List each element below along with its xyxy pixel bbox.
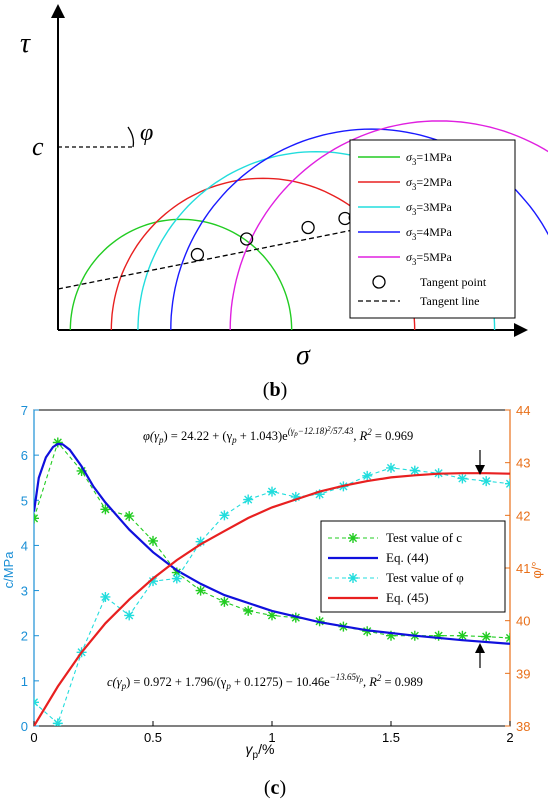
series-3-point [267, 486, 277, 497]
legend-b-label: σ3=5MPa [406, 250, 453, 267]
legend-b-circle-symbol [372, 275, 386, 289]
series-3-point [314, 489, 325, 500]
y-left-tick-label: 3 [21, 584, 28, 599]
panel-c-tag: (c) [264, 777, 286, 799]
panel-b-y-axis-arrow [51, 4, 65, 18]
legend-b-label: σ3=1MPa [406, 150, 453, 167]
panel-b-c-label: c [32, 132, 44, 161]
y-right-tick-label: 40 [516, 614, 530, 629]
series-1-point [219, 596, 230, 607]
legend-c-label: Test value of c [386, 530, 462, 545]
series-1-point [148, 535, 158, 546]
series-3-point [100, 591, 111, 602]
series-1-point [171, 567, 182, 578]
series-3-point [171, 573, 182, 584]
legend-c-label: Eq. (45) [386, 590, 429, 605]
series-line-4 [34, 472, 510, 726]
series-1-point [481, 631, 492, 642]
panel-c-xlabel: γp/% [246, 741, 275, 761]
series-1-point [386, 630, 396, 641]
legend-b-label: σ3=2MPa [406, 175, 453, 192]
y-left-tick-label: 1 [21, 674, 28, 689]
y-right-tick-label: 44 [516, 403, 530, 418]
panel-c-ylabel-left: c/MPa [1, 551, 16, 589]
panel-c-series [34, 437, 510, 726]
legend-c-marker [348, 573, 358, 583]
series-1-point [457, 630, 468, 641]
series-1-point [433, 630, 444, 641]
series-line-2 [34, 442, 510, 645]
panel-b-mohr-circles: τ σ c φ σ3=1MPa σ3=2MPa σ3=3MPa σ3=4MPa σ3=5… [20, 4, 548, 401]
series-3-point [243, 494, 254, 505]
series-3-point [386, 462, 396, 473]
series-3-point [148, 576, 158, 587]
panel-b-tag: (b) [263, 379, 287, 401]
y-right-tick-label: 43 [516, 456, 530, 471]
legend-b-label: σ3=3MPa [406, 200, 453, 217]
x-tick-label: 2 [506, 730, 513, 745]
series-3-point [290, 491, 301, 502]
series-3-point [505, 478, 510, 489]
x-tick-label: 1.5 [382, 730, 400, 745]
panel-c-phi-equation: φ(γp) = 24.22 + (γp + 1.043)e(γp−12.18)2… [143, 425, 413, 445]
panel-c-c-phi-vs-gammap: 0 0.5 1 1.5 2 0 1 2 3 4 5 6 7 38 39 40 41 42 43 44 c/MPa φ/… [1, 403, 544, 799]
legend-b-label: Tangent line [420, 294, 479, 308]
y-right-tick-label: 39 [516, 666, 530, 681]
mohr-circle-5 [229, 120, 548, 330]
y-right-tick-label: 41 [516, 561, 530, 576]
x-tick-label: 0.5 [144, 730, 162, 745]
panel-b-phi-arc [127, 126, 135, 148]
series-3-point [409, 465, 420, 476]
legend-b-label: σ3=4MPa [406, 225, 453, 242]
y-left-tick-label: 6 [21, 448, 28, 463]
series-3-point [124, 610, 135, 621]
series-1-point [195, 585, 206, 596]
legend-c-label: Test value of φ [386, 570, 464, 585]
y-left-tick-label: 2 [21, 629, 28, 644]
mohr-circle-4 [170, 128, 548, 330]
series-1-point [243, 605, 254, 616]
series-3-point [52, 718, 63, 726]
x-tick-label: 0 [30, 730, 37, 745]
legend-c-marker [348, 533, 358, 543]
series-1-point [52, 437, 63, 448]
series-1-point [505, 632, 510, 643]
panel-b-legend: σ3=1MPa σ3=2MPa σ3=3MPa σ3=4MPa σ3=5MPa Tange… [349, 139, 516, 319]
y-left-tick-label: 7 [21, 403, 28, 418]
panel-c-ylabel-right: φ/° [529, 561, 544, 578]
tangent-point [301, 220, 315, 235]
series-3-point [457, 473, 468, 484]
legend-b-label: Tangent point [420, 275, 487, 289]
series-1-point [267, 610, 277, 621]
legend-c-label: Eq. (44) [386, 550, 429, 565]
series-1-point [100, 504, 111, 515]
series-1-point [76, 465, 87, 476]
y-left-tick-label: 0 [21, 719, 28, 734]
series-1-point [34, 513, 39, 524]
y-left-tick-label: 5 [21, 493, 28, 508]
y-right-tick-label: 42 [516, 508, 530, 523]
panel-c-legend: Test value of c Eq. (44) Test value of φ Eq… [320, 520, 506, 613]
series-3-point [219, 510, 230, 521]
panel-c-ticks: 0 0.5 1 1.5 2 0 1 2 3 4 5 6 7 38 39 40 41 42 43 44 [21, 403, 531, 745]
y-left-tick-label: 4 [21, 538, 28, 553]
mohr-circle-1 [69, 218, 293, 330]
series-1-point [124, 511, 135, 522]
tangent-point [239, 232, 254, 246]
x-tick-label: 1 [268, 730, 275, 745]
panel-b-x-axis-arrow [514, 323, 528, 337]
panel-b-sigma-label: σ [296, 340, 311, 371]
panel-b-phi-label: φ [140, 120, 153, 146]
series-3-point [195, 536, 206, 547]
series-3-point [362, 470, 373, 481]
y-right-tick-label: 38 [516, 719, 530, 734]
tangent-point [190, 247, 205, 262]
series-3-point [481, 476, 492, 487]
series-3-point [34, 697, 39, 708]
panel-b-tau-label: τ [20, 28, 31, 59]
panel-c-c-equation: c(γp) = 0.972 + 1.796/(γp + 0.1275) − 10… [107, 672, 423, 691]
